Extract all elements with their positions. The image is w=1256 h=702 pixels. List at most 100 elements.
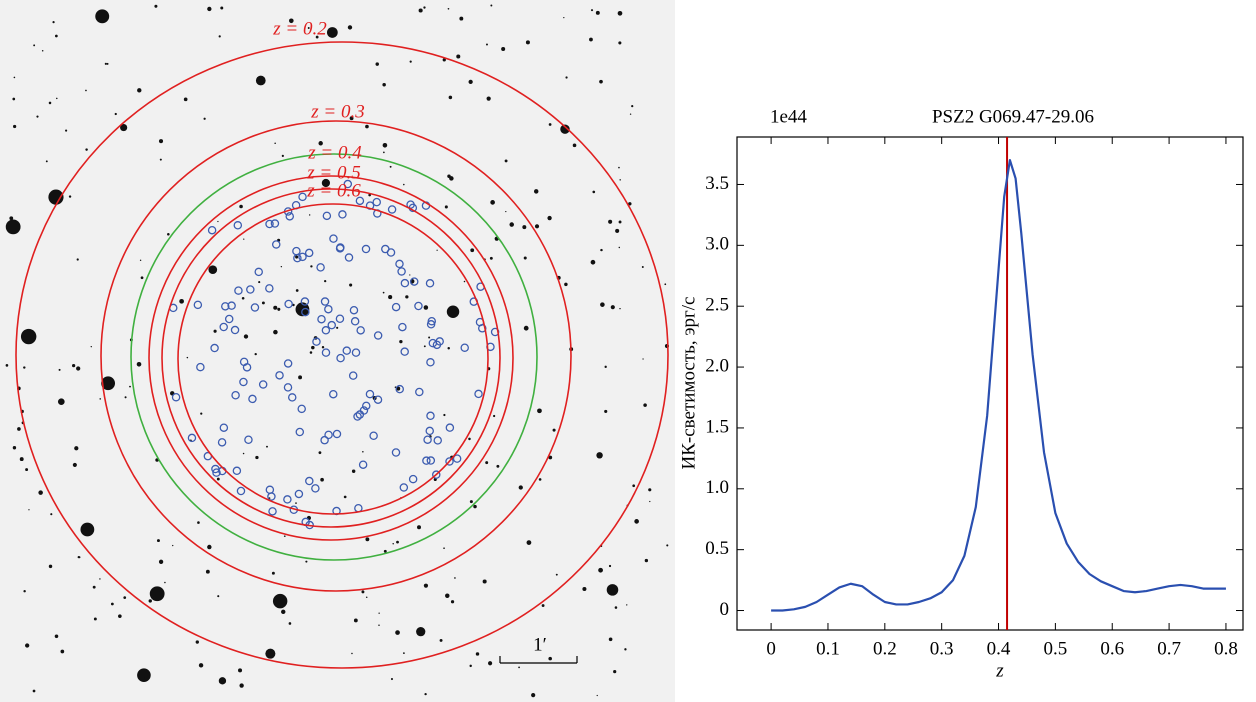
star xyxy=(365,537,370,542)
star xyxy=(76,366,81,371)
galaxy-marker xyxy=(233,221,243,230)
star xyxy=(120,124,128,132)
galaxy-marker xyxy=(365,389,375,399)
x-tick-label: 0.4 xyxy=(987,638,1011,659)
galaxy-marker xyxy=(265,219,274,229)
star xyxy=(255,455,259,460)
star xyxy=(274,142,276,145)
star xyxy=(273,329,278,335)
star xyxy=(23,366,26,369)
star xyxy=(618,220,622,224)
star xyxy=(76,258,79,261)
star xyxy=(48,564,53,569)
star xyxy=(590,259,596,265)
galaxy-marker xyxy=(295,427,305,437)
star xyxy=(533,189,539,194)
star xyxy=(424,693,427,696)
ring-label: z = 0.5 xyxy=(306,162,360,183)
galaxy-marker xyxy=(320,435,329,445)
star xyxy=(632,484,636,488)
star xyxy=(324,279,327,283)
galaxy-marker xyxy=(227,301,236,310)
galaxy-marker xyxy=(275,371,284,380)
galaxy-marker xyxy=(445,457,454,466)
star xyxy=(439,638,443,642)
galaxy-marker xyxy=(356,326,365,335)
star xyxy=(349,116,354,121)
galaxy-marker xyxy=(321,348,331,357)
star xyxy=(57,398,65,406)
galaxy-marker xyxy=(349,305,359,315)
star xyxy=(436,249,438,251)
star xyxy=(5,364,9,367)
x-tick-label: 0.3 xyxy=(930,638,954,659)
star xyxy=(239,683,244,688)
star xyxy=(626,604,628,606)
star xyxy=(200,412,203,415)
galaxy-marker xyxy=(236,486,246,496)
star xyxy=(619,307,621,310)
offset-label: 1e44 xyxy=(770,106,807,127)
star xyxy=(526,540,532,545)
star xyxy=(463,280,466,283)
star xyxy=(23,590,26,593)
galaxy-marker xyxy=(422,456,431,465)
star xyxy=(129,385,131,388)
star xyxy=(54,634,59,639)
star xyxy=(336,326,339,329)
galaxy-marker xyxy=(348,371,358,380)
galaxy-marker xyxy=(426,320,436,329)
galaxy-marker xyxy=(207,225,217,235)
star xyxy=(618,246,621,249)
star xyxy=(599,79,603,84)
galaxy-marker xyxy=(301,307,310,317)
star xyxy=(33,44,36,47)
star xyxy=(459,16,464,21)
star xyxy=(538,478,542,481)
galaxy-marker xyxy=(425,279,435,288)
galaxy-marker xyxy=(335,314,345,323)
star xyxy=(613,669,617,674)
star xyxy=(509,222,514,227)
galaxy-marker xyxy=(210,343,219,353)
galaxy-marker xyxy=(230,325,240,335)
star xyxy=(604,365,607,368)
star xyxy=(92,585,96,589)
star xyxy=(590,9,594,12)
galaxy-marker xyxy=(427,316,437,326)
star xyxy=(41,49,44,52)
galaxy-marker xyxy=(300,297,310,306)
chart-title: PSZ2 G069.47-29.06 xyxy=(932,106,1094,127)
star xyxy=(254,352,257,356)
galaxy-marker xyxy=(387,205,397,214)
star xyxy=(389,165,392,168)
star xyxy=(309,351,313,354)
star xyxy=(560,124,570,134)
star xyxy=(392,543,394,545)
galaxy-marker xyxy=(242,363,252,372)
star xyxy=(207,6,212,12)
star xyxy=(56,97,58,100)
star xyxy=(195,640,199,644)
ring xyxy=(161,188,501,528)
star xyxy=(445,593,450,598)
star xyxy=(643,403,647,407)
star xyxy=(365,124,369,129)
star xyxy=(38,490,43,495)
star xyxy=(54,34,58,38)
star xyxy=(416,627,426,637)
galaxy-marker xyxy=(372,197,381,207)
scale-label: 1′ xyxy=(533,634,547,655)
star xyxy=(423,583,429,588)
galaxy-marker xyxy=(231,391,240,400)
galaxy-marker xyxy=(342,346,352,355)
star xyxy=(608,219,613,224)
star xyxy=(123,596,127,599)
star xyxy=(218,677,227,685)
galaxy-marker xyxy=(433,436,442,445)
star xyxy=(343,495,347,499)
star xyxy=(468,79,473,84)
star xyxy=(139,259,142,261)
star xyxy=(277,307,281,311)
star xyxy=(405,295,409,299)
